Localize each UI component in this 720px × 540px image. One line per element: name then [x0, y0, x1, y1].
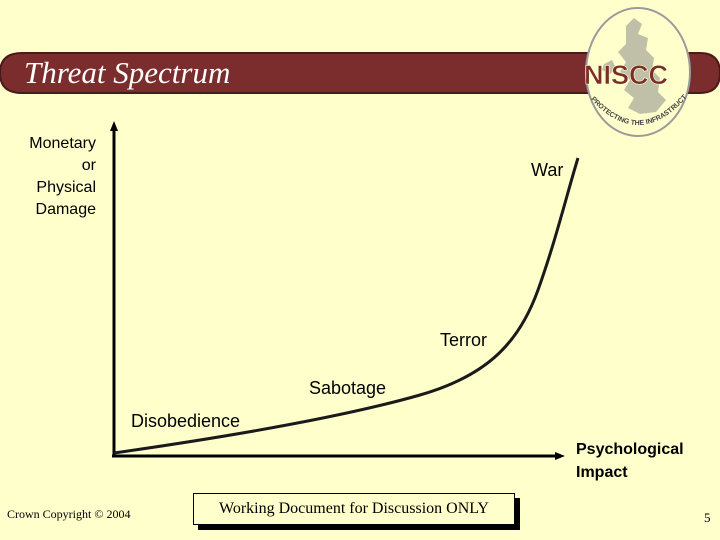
x-axis-label: Psychological Impact	[576, 438, 684, 484]
x-axis-label-line: Psychological	[576, 441, 684, 458]
point-label-terror: Terror	[440, 330, 488, 350]
page-number: 5	[704, 510, 711, 525]
y-axis-label-line: or	[81, 157, 96, 174]
point-label-sabotage: Sabotage	[309, 378, 387, 398]
y-axis-label: Monetary or Physical Damage	[4, 133, 96, 221]
copyright-text: Crown Copyright © 2004	[7, 507, 131, 521]
x-axis-label-line: Impact	[576, 464, 628, 481]
logo-text: NISCC	[584, 60, 668, 90]
niscc-logo: NISCC PROTECTING THE INFRASTRUCTURE	[578, 4, 691, 137]
discussion-notice: Working Document for Discussion ONLY	[193, 493, 515, 525]
y-axis-label-line: Monetary	[29, 135, 96, 152]
threat-curve	[113, 157, 580, 455]
point-label-war: War	[531, 160, 564, 180]
point-label-disobedience: Disobedience	[131, 411, 241, 431]
y-axis-label-line: Physical	[36, 179, 96, 196]
title-bar	[0, 52, 720, 94]
slide-title: Threat Spectrum	[24, 55, 231, 90]
y-axis-label-line: Damage	[35, 201, 96, 218]
